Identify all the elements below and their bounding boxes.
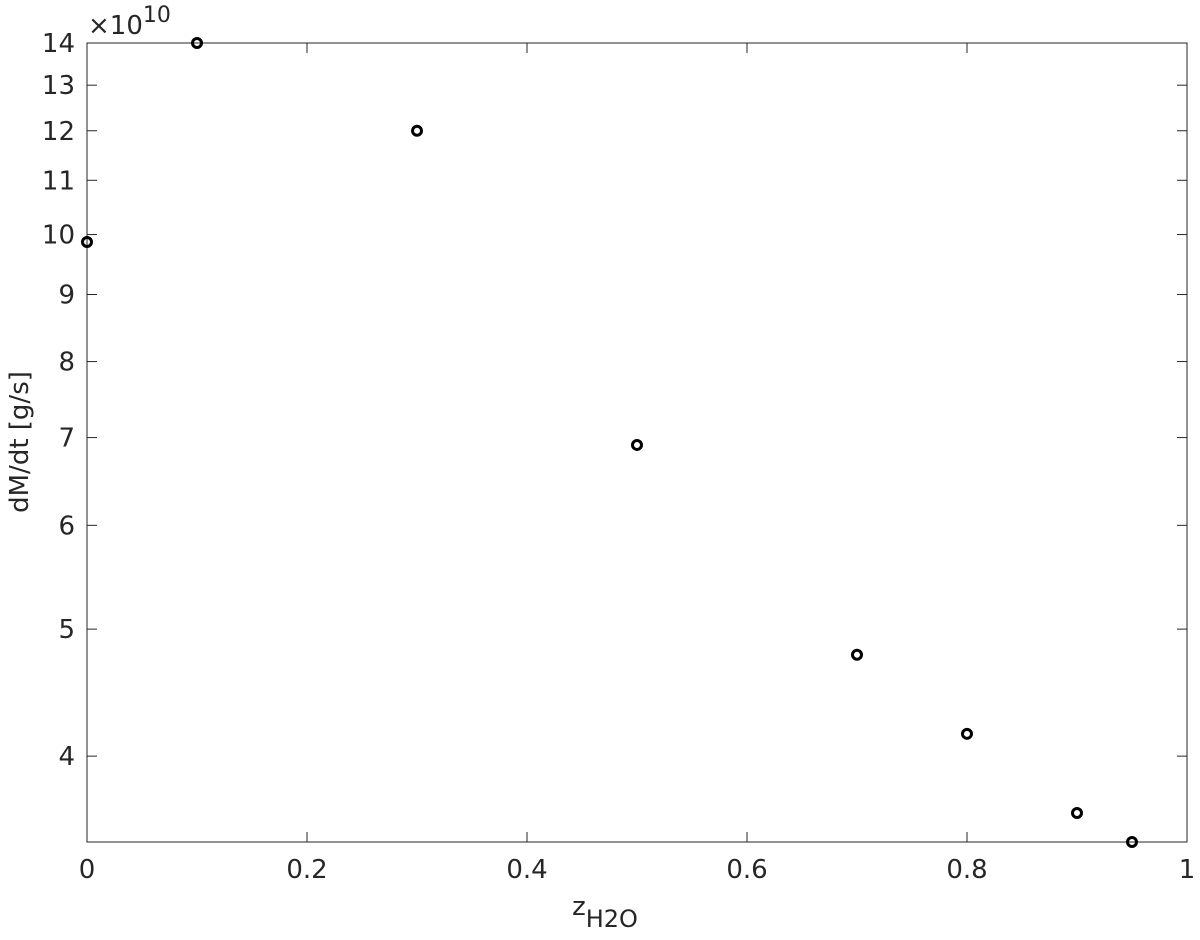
y-tick-label: 12 [42,117,75,147]
y-tick-label: 7 [58,424,75,454]
y-tick-label: 10 [42,221,75,251]
data-point [1071,806,1083,819]
x-tick-label: 0 [79,855,96,885]
x-tick-label: 0.6 [726,855,767,885]
y-tick-label: 6 [58,511,75,541]
y-multiplier: ×1010 [88,3,171,41]
data-point [631,438,643,451]
y-multiplier-exponent: 10 [143,3,171,28]
x-tick-label: 0.4 [506,855,547,885]
plot-frame [86,42,1188,843]
data-point [191,37,203,49]
data-point [1126,836,1138,848]
x-tick-label: 0.8 [946,855,987,885]
x-tick-label: 0.2 [286,855,327,885]
y-tick-label: 8 [58,348,75,378]
y-tick-label: 9 [58,281,75,311]
x-axis-label: zH2O [572,892,638,933]
data-point [851,648,863,661]
x-label-sub: H2O [586,905,638,933]
y-tick-label: 4 [58,742,75,772]
x-tick-label: 1 [1179,855,1196,885]
y-axis-label: dM/dt [g/s] [5,371,35,513]
y-multiplier-base: ×10 [88,11,143,41]
y-tick-label: 11 [42,166,75,196]
data-point [81,235,93,248]
data-point [411,124,423,137]
data-point [961,727,973,740]
y-tick-label: 5 [58,615,75,645]
y-tick-label: 14 [42,29,75,59]
x-label-main: z [572,892,586,922]
y-tick-label: 13 [42,71,75,101]
